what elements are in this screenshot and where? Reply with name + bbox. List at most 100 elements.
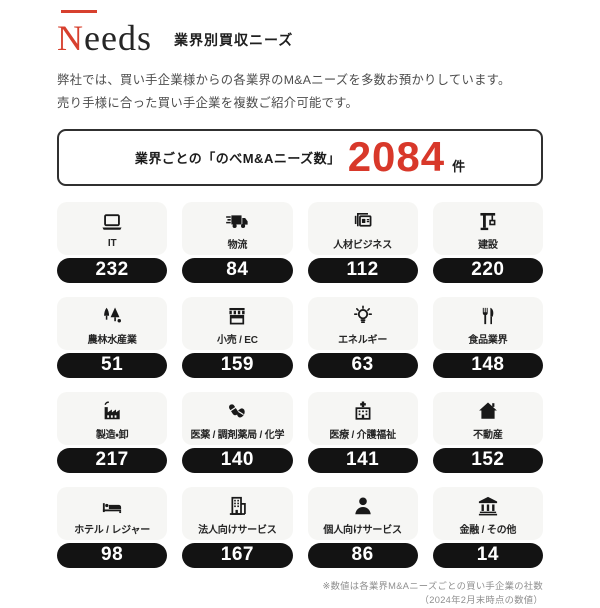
category-card: IT 232: [57, 201, 168, 283]
category-card-top: 物流: [182, 201, 293, 255]
category-card-top: 農林水産業: [57, 296, 168, 350]
category-count-badge: 14: [432, 542, 543, 568]
category-card-top: 人材ビジネス: [307, 201, 418, 255]
category-label: IT: [107, 238, 117, 250]
footnote-line-1: ※数値は各業界M&Aニーズごとの買い手企業の社数: [322, 580, 543, 591]
hospital-icon: [350, 398, 376, 424]
category-count: 112: [346, 259, 379, 281]
category-card-top: 法人向けサービス: [182, 486, 293, 540]
category-label: 人材ビジネス: [333, 240, 393, 252]
category-label: 医療 / 介護福祉: [329, 430, 396, 442]
category-card-top: エネルギー: [307, 296, 418, 350]
category-label: 農林水産業: [87, 335, 137, 347]
category-card-top: 食品業界: [432, 296, 543, 350]
bed-icon: [99, 493, 125, 519]
office-building-icon: [224, 493, 250, 519]
category-card: 医療 / 介護福祉 141: [307, 391, 418, 473]
category-label: 物流: [227, 240, 248, 252]
page-title: 業界別買収ニーズ: [173, 31, 294, 48]
category-card-top: 小売 / EC: [182, 296, 293, 350]
category-label: 法人向けサービス: [198, 525, 277, 537]
category-label: 小売 / EC: [216, 335, 258, 347]
category-card: 製造・卸 217: [57, 391, 168, 473]
category-card-top: 個人向けサービス: [307, 486, 418, 540]
category-card: 物流 84: [182, 201, 293, 283]
category-count-badge: 112: [307, 257, 418, 283]
category-card: 金融 / その他 14: [432, 486, 543, 568]
person-icon: [350, 493, 376, 519]
category-label: 建設: [478, 240, 498, 252]
category-count: 98: [101, 544, 124, 566]
category-count-badge: 148: [432, 352, 543, 378]
intro-line-1: 弊社では、買い手企業様からの各業界のM&Aニーズを多数お預かりしています。: [57, 72, 511, 87]
category-card-top: 金融 / その他: [432, 486, 543, 540]
category-label: 個人向けサービス: [323, 525, 402, 537]
category-count: 14: [476, 544, 499, 566]
category-count-badge: 98: [57, 542, 168, 568]
category-count: 152: [471, 449, 505, 471]
category-count: 84: [226, 259, 249, 281]
category-count-badge: 220: [432, 257, 543, 283]
footnote-line-2: （2024年2月末時点の数値）: [419, 595, 543, 606]
crane-icon: [475, 208, 501, 234]
category-card-top: 医薬 / 調剤薬局 / 化学: [182, 391, 293, 445]
category-card-top: IT: [57, 201, 168, 255]
category-count: 51: [101, 354, 124, 376]
id-cards-icon: [350, 208, 376, 234]
category-count-badge: 63: [307, 352, 418, 378]
house-icon: [475, 398, 501, 424]
footnote: ※数値は各業界M&Aニーズごとの買い手企業の社数 （2024年2月末時点の数値）: [57, 579, 543, 608]
category-label: ホテル / レジャー: [74, 525, 151, 537]
category-count: 220: [471, 259, 505, 281]
category-count: 217: [95, 449, 129, 471]
category-card: 不動産 152: [432, 391, 543, 473]
category-label: 製造・卸: [95, 430, 129, 442]
total-needs-box: 業界ごとの「のべM&Aニーズ数」 2084 件: [57, 128, 543, 186]
category-label: 不動産: [473, 430, 503, 442]
category-count: 232: [95, 259, 129, 281]
intro-text: 弊社では、買い手企業様からの各業界のM&Aニーズを多数お預かりしています。 売り…: [57, 69, 543, 116]
storefront-icon: [224, 303, 250, 329]
category-count: 86: [351, 544, 374, 566]
pills-icon: [224, 398, 250, 424]
category-count-badge: 140: [182, 447, 293, 473]
category-card: 建設 220: [432, 201, 543, 283]
category-label: 金融 / その他: [459, 525, 517, 537]
category-card-top: 不動産: [432, 391, 543, 445]
total-needs-unit: 件: [452, 158, 466, 174]
logo-initial: N: [57, 18, 84, 58]
total-needs-count: 2084: [347, 133, 446, 181]
factory-icon: [99, 398, 125, 424]
logo-block: Needs: [57, 10, 152, 58]
truck-icon: [224, 208, 250, 234]
category-card: エネルギー 63: [307, 296, 418, 378]
needs-logo: Needs: [57, 18, 152, 58]
category-card: 農林水産業 51: [57, 296, 168, 378]
category-label: エネルギー: [338, 335, 388, 347]
category-label: 医薬 / 調剤薬局 / 化学: [190, 430, 285, 442]
category-count-badge: 152: [432, 447, 543, 473]
laptop-icon: [99, 210, 125, 236]
category-card: 法人向けサービス 167: [182, 486, 293, 568]
header: Needs 業界別買収ニーズ: [57, 10, 543, 58]
category-count-badge: 141: [307, 447, 418, 473]
category-count-badge: 84: [182, 257, 293, 283]
logo-rest: eeds: [84, 18, 152, 58]
category-card-top: ホテル / レジャー: [57, 486, 168, 540]
category-count-badge: 86: [307, 542, 418, 568]
trees-icon: [99, 303, 125, 329]
category-card: 小売 / EC 159: [182, 296, 293, 378]
cutlery-icon: [475, 303, 501, 329]
category-count: 141: [346, 449, 380, 471]
category-count: 140: [220, 449, 254, 471]
category-count: 148: [471, 354, 505, 376]
category-count-badge: 217: [57, 447, 168, 473]
category-card-top: 医療 / 介護福祉: [307, 391, 418, 445]
category-count-badge: 159: [182, 352, 293, 378]
category-card: 個人向けサービス 86: [307, 486, 418, 568]
category-count: 63: [351, 354, 374, 376]
bank-icon: [475, 493, 501, 519]
category-count-badge: 51: [57, 352, 168, 378]
lightbulb-icon: [350, 303, 376, 329]
